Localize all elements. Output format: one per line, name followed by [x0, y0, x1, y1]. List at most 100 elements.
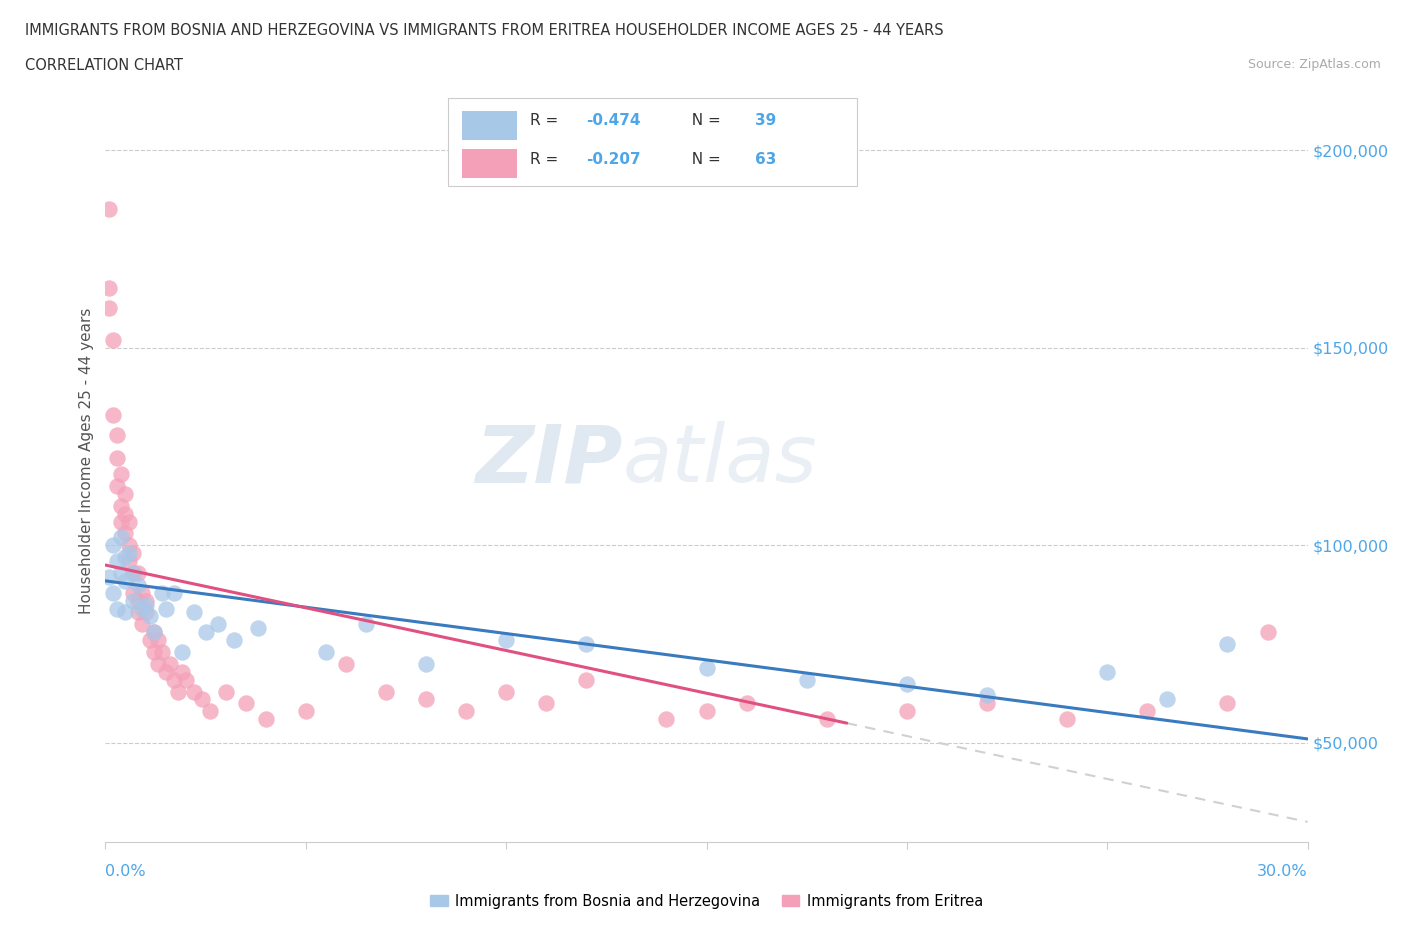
Point: [159, 657, 181, 671]
Point: [110, 514, 132, 529]
Point: [107, 479, 129, 494]
Point: [1056, 711, 1078, 726]
Text: N =: N =: [682, 113, 725, 128]
Point: [495, 632, 517, 647]
Point: [696, 660, 718, 675]
Point: [114, 506, 136, 521]
Point: [110, 498, 132, 513]
Y-axis label: Householder Income Ages 25 - 44 years: Householder Income Ages 25 - 44 years: [79, 307, 94, 614]
Text: R =: R =: [530, 113, 562, 128]
Point: [896, 704, 918, 719]
Point: [170, 644, 193, 659]
Text: IMMIGRANTS FROM BOSNIA AND HERZEGOVINA VS IMMIGRANTS FROM ERITREA HOUSEHOLDER IN: IMMIGRANTS FROM BOSNIA AND HERZEGOVINA V…: [25, 23, 943, 38]
Point: [534, 696, 557, 711]
Point: [103, 585, 125, 600]
Point: [815, 711, 838, 726]
Point: [415, 657, 437, 671]
Point: [127, 565, 149, 580]
Point: [114, 574, 136, 589]
Point: [155, 601, 177, 616]
Point: [246, 621, 269, 636]
Point: [122, 546, 145, 561]
Point: [1156, 692, 1178, 707]
Point: [696, 704, 718, 719]
Point: [127, 593, 149, 608]
Text: Source: ZipAtlas.com: Source: ZipAtlas.com: [1247, 58, 1381, 71]
Point: [114, 486, 136, 501]
Point: [354, 617, 377, 631]
Text: 39: 39: [755, 113, 776, 128]
Point: [162, 585, 184, 600]
Point: [976, 696, 998, 711]
Point: [575, 672, 598, 687]
Point: [142, 625, 165, 640]
Point: [135, 605, 157, 620]
Point: [655, 711, 678, 726]
Point: [335, 657, 357, 671]
Point: [1257, 625, 1279, 640]
Point: [374, 684, 398, 699]
Point: [1216, 637, 1239, 652]
Point: [118, 553, 141, 568]
Point: [495, 684, 517, 699]
Point: [295, 704, 318, 719]
Point: [138, 632, 160, 647]
Text: 0.0%: 0.0%: [105, 864, 146, 879]
Point: [103, 407, 125, 422]
Point: [118, 538, 141, 552]
Point: [183, 684, 205, 699]
Point: [114, 526, 136, 541]
Point: [315, 644, 337, 659]
Point: [166, 684, 188, 699]
Point: [254, 711, 277, 726]
Point: [110, 530, 132, 545]
Point: [207, 617, 229, 631]
Text: ZIP: ZIP: [475, 421, 623, 499]
Point: [103, 538, 125, 552]
Point: [142, 625, 165, 640]
Point: [155, 664, 177, 679]
Point: [107, 553, 129, 568]
Point: [896, 676, 918, 691]
Text: 63: 63: [755, 152, 776, 166]
Point: [454, 704, 477, 719]
Point: [122, 565, 145, 580]
Text: -0.207: -0.207: [586, 152, 641, 166]
Point: [122, 593, 145, 608]
Point: [114, 605, 136, 620]
Point: [415, 692, 437, 707]
Point: [150, 585, 173, 600]
Point: [146, 657, 169, 671]
Text: 30.0%: 30.0%: [1257, 864, 1308, 879]
Point: [131, 617, 153, 631]
Point: [127, 605, 149, 620]
Point: [103, 332, 125, 347]
Point: [1216, 696, 1239, 711]
Point: [194, 625, 217, 640]
Point: [127, 578, 149, 592]
Point: [110, 565, 132, 580]
Point: [114, 550, 136, 565]
Point: [107, 601, 129, 616]
Point: [575, 637, 598, 652]
Point: [131, 601, 153, 616]
Point: [796, 672, 818, 687]
Point: [118, 546, 141, 561]
Point: [162, 672, 184, 687]
Point: [1136, 704, 1159, 719]
Point: [170, 664, 193, 679]
FancyBboxPatch shape: [463, 111, 516, 140]
Point: [98, 569, 121, 584]
Point: [735, 696, 758, 711]
Point: [118, 514, 141, 529]
Point: [142, 644, 165, 659]
Point: [122, 565, 145, 580]
Text: CORRELATION CHART: CORRELATION CHART: [25, 58, 183, 73]
Point: [146, 632, 169, 647]
Text: N =: N =: [682, 152, 725, 166]
Point: [214, 684, 236, 699]
Point: [98, 202, 121, 217]
Point: [235, 696, 257, 711]
Point: [98, 281, 121, 296]
Point: [135, 597, 157, 612]
